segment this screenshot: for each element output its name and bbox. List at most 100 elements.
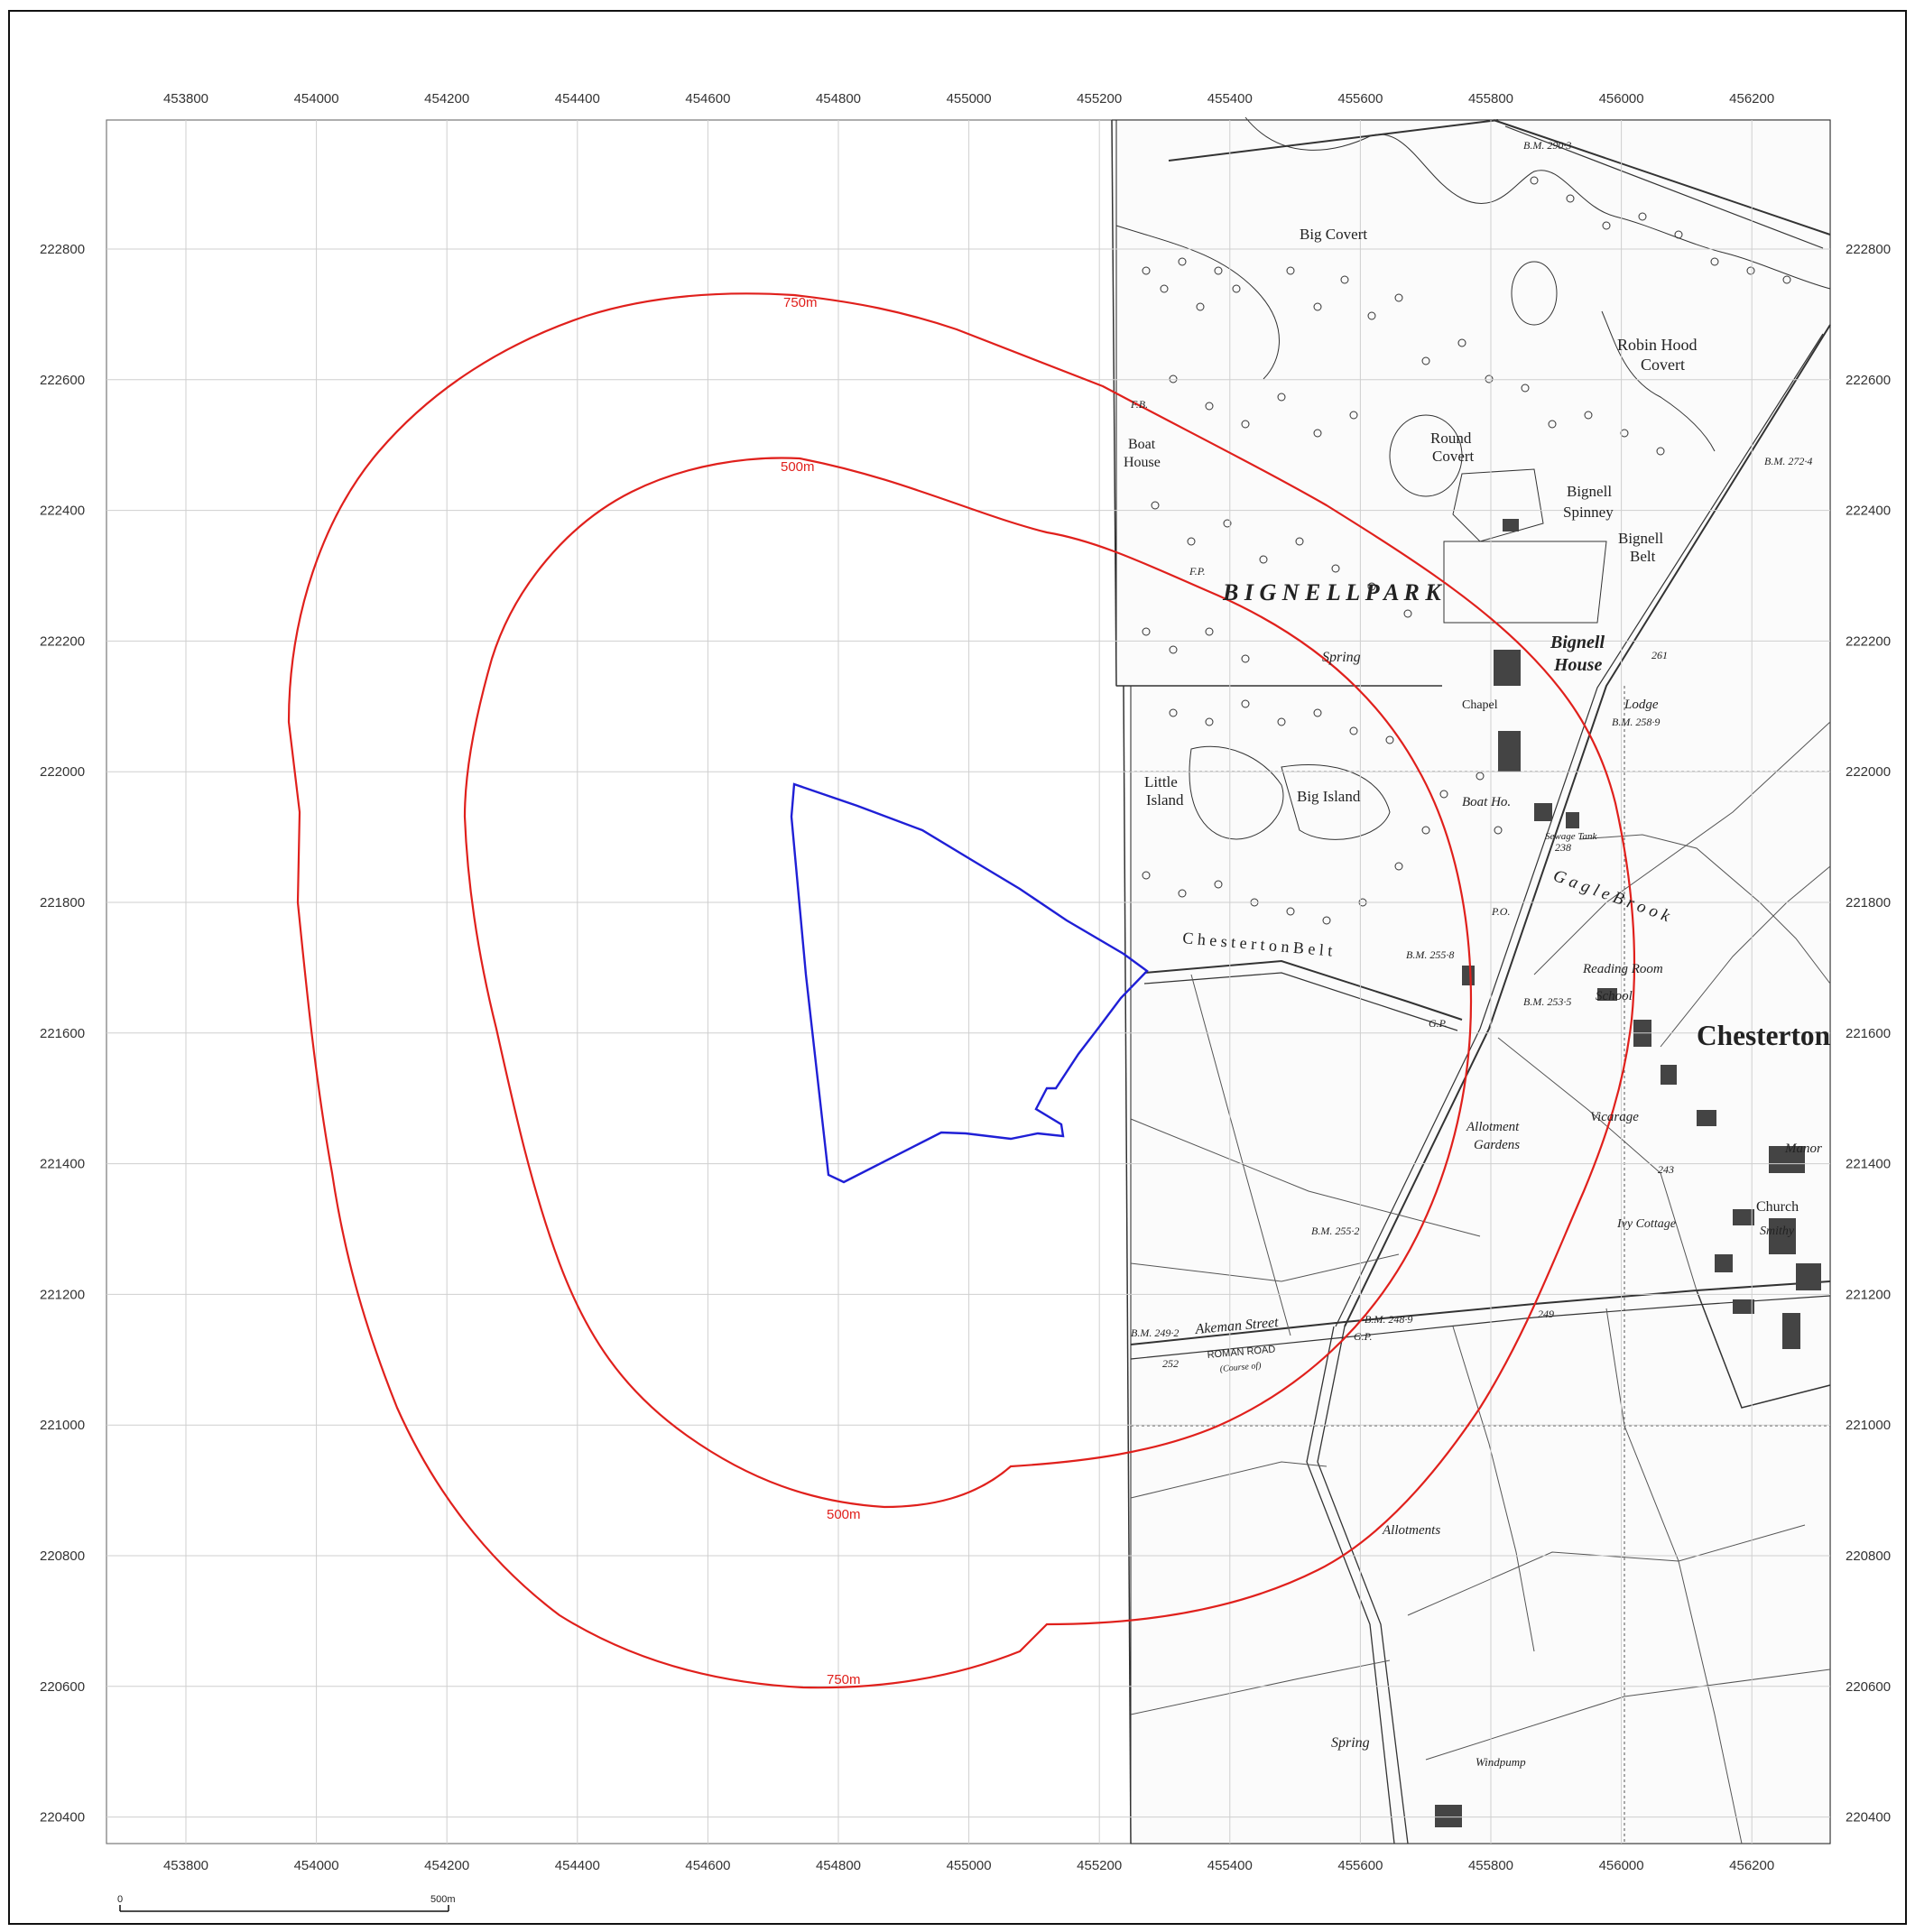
y-tick-label-right: 222800 [1846,242,1891,257]
label-bignell-park: B I G N E L L P A R K [1222,579,1442,605]
label-allotments: Allotments [1382,1523,1440,1538]
x-tick-label-bottom: 455200 [1077,1858,1122,1873]
label-gardens: Gardens [1474,1138,1520,1152]
label-little: Little [1144,773,1178,790]
x-tick-label-top: 454600 [685,91,730,106]
label-chapel: Chapel [1462,698,1498,712]
buffer-label-750m-top: 750m [783,295,818,310]
label-261: 261 [1651,649,1668,661]
label-round: Round [1430,430,1472,447]
label-big-covert: Big Covert [1300,226,1367,243]
y-tick-label-right: 221200 [1846,1287,1891,1302]
label-reading-room: Reading Room [1582,962,1663,976]
x-tick-label-bottom: 454000 [294,1858,339,1873]
x-tick-label-top: 456000 [1599,91,1644,106]
label-gp-2: G.P. [1354,1330,1372,1343]
y-tick-label-left: 221400 [40,1157,85,1172]
x-tick-label-bottom: 455400 [1207,1858,1253,1873]
x-tick-label-top: 456200 [1729,91,1774,106]
y-tick-label-left: 222200 [40,633,85,649]
label-round-covert: Covert [1432,448,1475,465]
label-bm-290: B.M. 290·3 [1523,139,1571,152]
y-tick-label-right: 220400 [1846,1810,1891,1826]
x-tick-label-bottom: 455800 [1468,1858,1513,1873]
label-bm-255-2: B.M. 255·2 [1311,1225,1359,1237]
label-bm-249: B.M. 249·2 [1131,1327,1179,1339]
y-tick-label-right: 222600 [1846,373,1891,388]
x-tick-label-bottom: 454400 [555,1858,600,1873]
scale-bar-start: 0 [117,1894,123,1905]
label-bm-272: B.M. 272·4 [1764,455,1812,467]
y-tick-label-left: 220800 [40,1548,85,1564]
label-bignell-h: Bignell [1550,633,1605,652]
label-252: 252 [1162,1357,1179,1370]
buffer-label-500m-bottom: 500m [827,1507,861,1522]
label-course-of: (Course of) [1219,1361,1262,1374]
y-tick-label-left: 222000 [40,764,85,780]
y-tick-label-left: 222400 [40,504,85,519]
x-tick-label-bottom: 455600 [1337,1858,1383,1873]
x-tick-label-bottom: 454600 [685,1858,730,1873]
building-symbols [1435,519,1821,1827]
y-tick-label-left: 221600 [40,1026,85,1041]
x-tick-label-top: 453800 [163,91,208,106]
label-spring-2: Spring [1331,1735,1370,1751]
y-tick-label-right: 222000 [1846,764,1891,780]
label-windpump: Windpump [1476,1755,1526,1769]
label-house: House [1124,455,1161,470]
x-tick-label-bottom: 453800 [163,1858,208,1873]
label-bignell-b: Bignell [1618,530,1663,547]
label-fb: F.B. [1130,398,1148,411]
buffer-ring-500m [463,457,1473,1509]
label-238: 238 [1555,841,1571,854]
y-tick-label-left: 221800 [40,895,85,911]
label-big-island: Big Island [1297,788,1361,805]
label-allotment: Allotment [1466,1120,1520,1134]
label-bm-258: B.M. 258·9 [1612,716,1660,728]
label-po: P.O. [1491,905,1510,918]
label-vicarage: Vicarage [1590,1110,1639,1124]
x-tick-label-top: 454000 [294,91,339,106]
label-manor: Manor [1784,1142,1822,1156]
label-bignell-house: House [1553,655,1602,675]
x-tick-label-bottom: 454200 [424,1858,469,1873]
label-ivy-cottage: Ivy Cottage [1616,1217,1676,1231]
x-tick-label-bottom: 456200 [1729,1858,1774,1873]
coordinate-grid [106,120,1830,1844]
y-tick-label-left: 222800 [40,242,85,257]
label-243: 243 [1658,1163,1674,1176]
label-249: 249 [1538,1308,1554,1320]
y-tick-label-right: 221000 [1846,1418,1891,1433]
label-spinney: Spinney [1563,504,1614,521]
coordinate-tick-labels: 453800 453800 454000 454000 454200 454200 4544… [40,91,1891,1873]
y-tick-label-right: 222400 [1846,504,1891,519]
y-tick-label-right: 220600 [1846,1679,1891,1695]
label-school: School [1596,989,1633,1003]
x-tick-label-top: 454200 [424,91,469,106]
label-little-island: Island [1146,791,1184,809]
label-gp-1: G.P. [1429,1017,1447,1030]
buffer-zones [287,292,1636,1689]
x-tick-label-top: 455800 [1468,91,1513,106]
x-tick-label-bottom: 456000 [1599,1858,1644,1873]
y-tick-label-right: 221800 [1846,895,1891,911]
buffer-label-500m-top: 500m [781,459,815,475]
site-boundary [790,782,1149,1184]
x-tick-label-top: 455400 [1207,91,1253,106]
label-belt: Belt [1630,548,1656,565]
y-tick-label-right: 222200 [1846,633,1891,649]
buffer-ring-750m [287,292,1636,1689]
label-robin-hood: Robin Hood [1617,336,1698,354]
y-tick-label-left: 221200 [40,1287,85,1302]
x-tick-label-top: 454800 [816,91,861,106]
x-tick-label-bottom: 455000 [947,1858,992,1873]
y-tick-label-left: 222600 [40,373,85,388]
scale-bar: 0 500m [117,1894,456,1912]
x-tick-label-top: 455200 [1077,91,1122,106]
y-tick-label-left: 220600 [40,1679,85,1695]
x-tick-label-top: 455000 [947,91,992,106]
label-sewage-tank: Sewage Tank [1545,831,1597,842]
y-tick-label-right: 221400 [1846,1157,1891,1172]
map-labels: Big Covert Robin Hood Covert Boat House … [1124,139,1830,1769]
